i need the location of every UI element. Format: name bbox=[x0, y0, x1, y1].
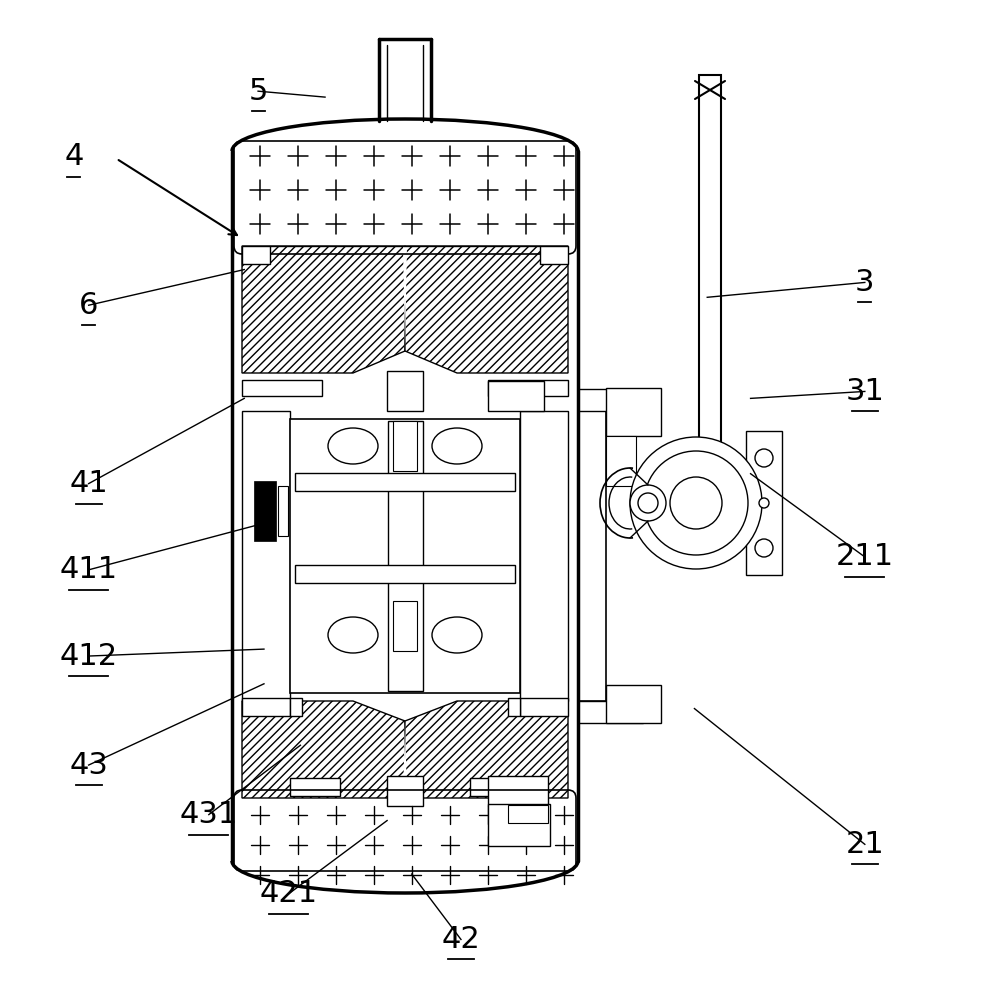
Text: 6: 6 bbox=[79, 290, 98, 320]
Text: 42: 42 bbox=[441, 925, 481, 954]
Bar bbox=[387, 371, 423, 411]
Bar bbox=[699, 75, 721, 503]
Bar bbox=[520, 411, 568, 701]
Bar bbox=[278, 486, 288, 536]
Bar bbox=[290, 698, 302, 716]
Bar bbox=[290, 419, 520, 693]
Circle shape bbox=[670, 477, 722, 529]
Circle shape bbox=[755, 449, 773, 467]
Bar bbox=[470, 778, 520, 796]
Text: 4: 4 bbox=[64, 142, 84, 171]
Bar bbox=[295, 565, 515, 583]
Bar bbox=[578, 701, 643, 723]
Bar bbox=[242, 380, 322, 396]
Bar bbox=[606, 685, 661, 723]
Text: 43: 43 bbox=[69, 750, 108, 780]
Bar bbox=[606, 388, 661, 436]
Bar bbox=[387, 421, 423, 691]
Bar bbox=[508, 805, 548, 823]
Circle shape bbox=[759, 498, 769, 508]
Bar bbox=[578, 411, 606, 701]
Bar bbox=[520, 698, 568, 716]
Bar bbox=[254, 481, 276, 541]
Text: 411: 411 bbox=[59, 555, 118, 585]
Text: 431: 431 bbox=[179, 800, 238, 829]
Text: 421: 421 bbox=[259, 879, 318, 909]
Ellipse shape bbox=[432, 617, 482, 653]
Bar bbox=[488, 804, 550, 846]
Bar bbox=[393, 601, 417, 651]
Ellipse shape bbox=[432, 428, 482, 464]
Ellipse shape bbox=[328, 428, 378, 464]
Text: 41: 41 bbox=[69, 469, 108, 498]
Polygon shape bbox=[405, 701, 568, 798]
Text: 211: 211 bbox=[835, 542, 894, 572]
Circle shape bbox=[630, 437, 762, 569]
Circle shape bbox=[630, 485, 666, 521]
Text: 412: 412 bbox=[59, 641, 118, 671]
Bar bbox=[746, 431, 782, 575]
Bar bbox=[488, 776, 548, 806]
Bar bbox=[242, 698, 290, 716]
Bar bbox=[488, 381, 544, 411]
Text: 31: 31 bbox=[845, 377, 885, 406]
Bar bbox=[508, 698, 520, 716]
Bar bbox=[393, 421, 417, 471]
Polygon shape bbox=[242, 246, 405, 373]
Text: 3: 3 bbox=[855, 268, 875, 297]
Bar bbox=[295, 473, 515, 491]
Circle shape bbox=[755, 539, 773, 557]
Bar bbox=[606, 436, 636, 486]
Polygon shape bbox=[403, 246, 407, 351]
Bar bbox=[387, 776, 423, 806]
Ellipse shape bbox=[328, 617, 378, 653]
Bar bbox=[242, 246, 270, 264]
Polygon shape bbox=[405, 246, 568, 373]
Polygon shape bbox=[403, 721, 407, 798]
Text: 21: 21 bbox=[845, 829, 885, 859]
Text: 5: 5 bbox=[248, 76, 268, 106]
Circle shape bbox=[638, 493, 658, 513]
Bar bbox=[578, 389, 643, 411]
Bar bbox=[540, 246, 568, 264]
Bar bbox=[488, 380, 568, 396]
Circle shape bbox=[644, 451, 748, 555]
Polygon shape bbox=[242, 701, 405, 798]
Bar bbox=[242, 411, 290, 701]
Bar bbox=[290, 778, 340, 796]
